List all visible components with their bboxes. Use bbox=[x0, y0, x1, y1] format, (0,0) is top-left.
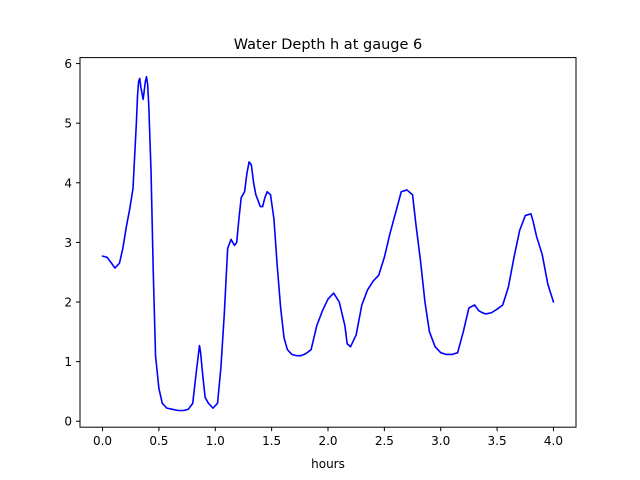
x-tick-label: 1.0 bbox=[206, 434, 225, 448]
x-axis-ticks: 0.0 0.5 1.0 1.5 2.0 2.5 3.0 3.5 4.0 bbox=[93, 427, 563, 448]
y-axis-ticks: 0 1 2 3 4 5 6 bbox=[64, 57, 80, 429]
y-tick-label: 2 bbox=[64, 296, 72, 310]
x-tick-label: 2.5 bbox=[375, 434, 394, 448]
x-tick-label: 1.5 bbox=[262, 434, 281, 448]
x-tick-label: 0.0 bbox=[93, 434, 112, 448]
y-tick-label: 5 bbox=[64, 117, 72, 131]
chart-title: Water Depth h at gauge 6 bbox=[234, 37, 422, 53]
x-tick-label: 2.0 bbox=[318, 434, 337, 448]
y-tick-label: 4 bbox=[64, 176, 72, 190]
series-line-0 bbox=[101, 75, 555, 412]
y-tick-label: 0 bbox=[64, 415, 72, 429]
x-tick-label: 3.0 bbox=[431, 434, 450, 448]
x-axis-label: hours bbox=[311, 457, 345, 471]
x-tick-label: 0.5 bbox=[149, 434, 168, 448]
y-tick-label: 6 bbox=[64, 57, 72, 71]
x-tick-label: 3.5 bbox=[488, 434, 507, 448]
y-tick-label: 3 bbox=[64, 236, 72, 250]
x-tick-label: 4.0 bbox=[544, 434, 563, 448]
y-tick-label: 1 bbox=[64, 355, 72, 369]
